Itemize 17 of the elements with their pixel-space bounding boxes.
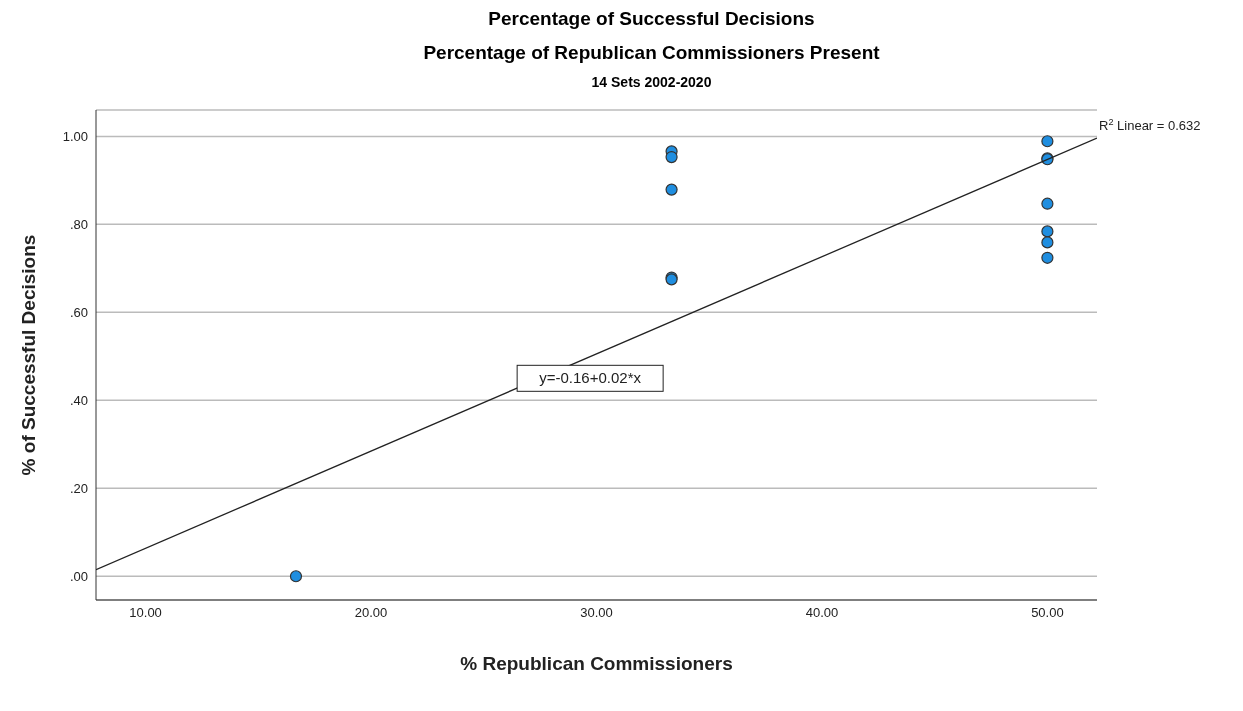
y-tick-label: .00 — [69, 568, 88, 584]
x-tick-label: 40.00 — [805, 605, 839, 621]
y-tick-label: .40 — [69, 392, 88, 408]
y-axis-title: % of Successful Decisions — [17, 234, 39, 476]
annotation: R$^{2}$ Linear = 0.632 — [1099, 117, 1201, 134]
y-tick-label: 1.00 — [62, 129, 88, 145]
annotation: y=-0.16+0.02*x — [539, 369, 642, 387]
x-tick-label: 50.00 — [1031, 605, 1064, 621]
x-tick-label: 10.00 — [129, 605, 162, 621]
x-tick-label: 30.00 — [580, 605, 613, 621]
x-axis-title: % Republican Commissioners — [460, 653, 733, 674]
chart-title: Percentage of Successful Decisions — [487, 8, 816, 30]
y-tick-label: .20 — [69, 480, 88, 496]
y-tick-label: .80 — [69, 216, 88, 232]
y-tick-label: .60 — [69, 304, 88, 320]
chart-subtitle: Percentage of Republican Commissioners Present 14 Sets 2002-2020 — [422, 42, 881, 90]
x-tick-label: 20.00 — [354, 605, 388, 621]
